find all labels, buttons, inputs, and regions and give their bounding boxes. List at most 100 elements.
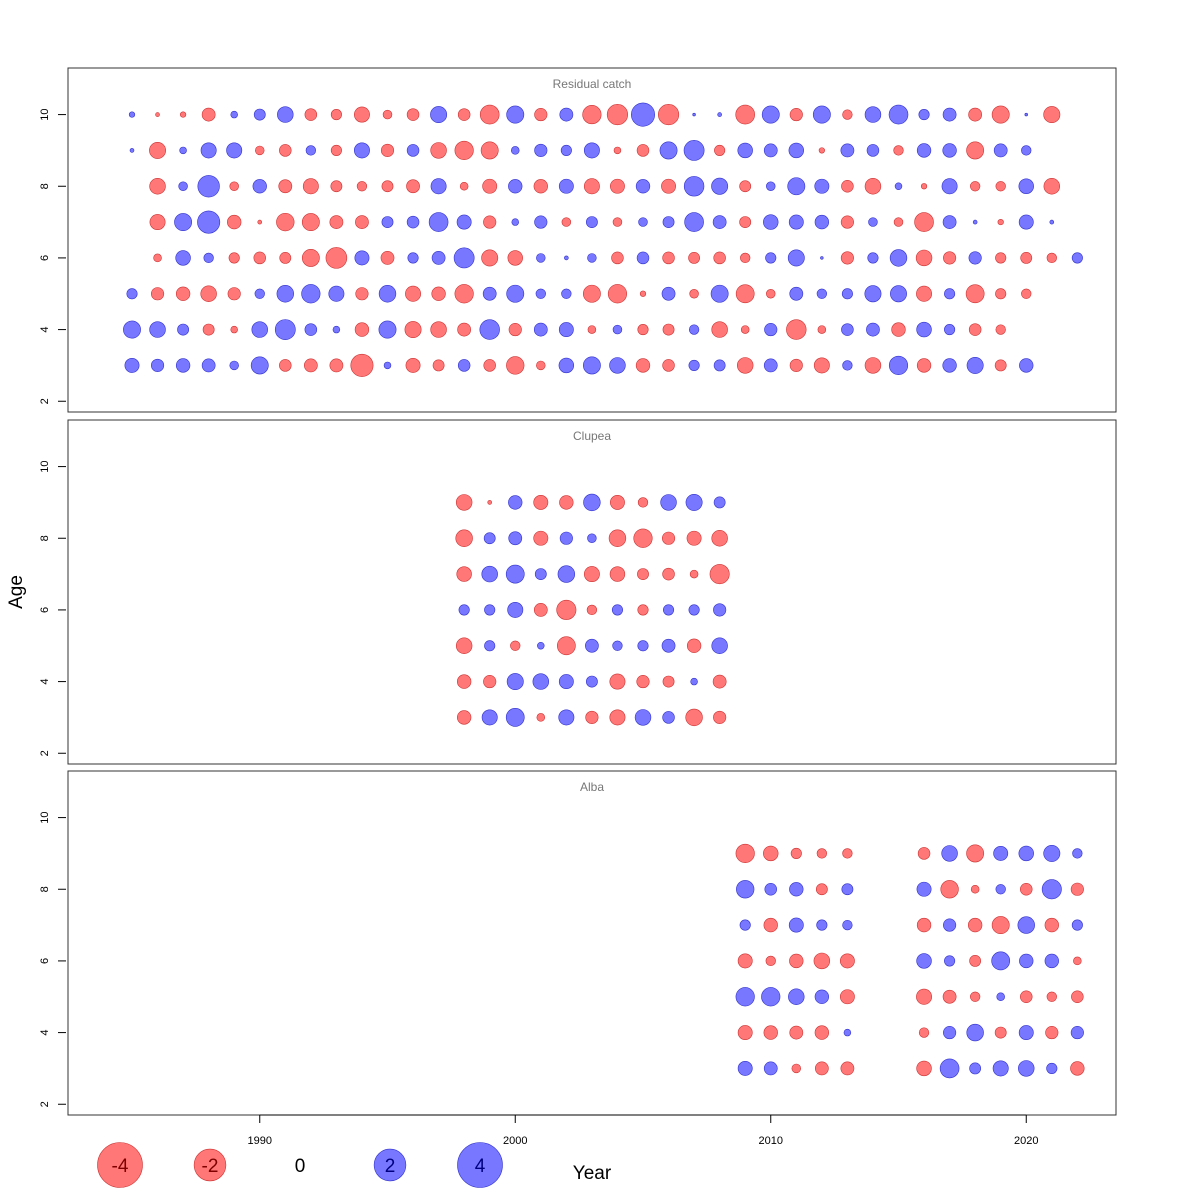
- legend-item: -4: [97, 1142, 143, 1188]
- residual-bubble: [537, 642, 545, 650]
- residual-bubble: [814, 214, 829, 230]
- residual-bubble: [941, 845, 958, 862]
- residual-bubble: [916, 285, 932, 302]
- residual-bubble: [304, 323, 318, 336]
- residual-bubble: [814, 178, 830, 194]
- residual-bubble: [763, 1061, 778, 1076]
- residual-bubble: [888, 355, 909, 375]
- residual-bubble: [764, 883, 777, 896]
- residual-bubble: [637, 640, 649, 652]
- residual-bubble: [123, 320, 141, 339]
- residual-bubble: [994, 1026, 1007, 1039]
- residual-bubble: [864, 285, 882, 303]
- residual-bubble: [841, 180, 854, 193]
- residual-bubble: [914, 212, 934, 232]
- residual-bubble: [736, 357, 754, 374]
- residual-bubble: [816, 288, 827, 299]
- residual-bubble: [533, 530, 549, 546]
- residual-bubble: [636, 675, 650, 689]
- residual-bubble: [740, 325, 750, 334]
- residual-bubble: [713, 496, 726, 509]
- residual-bubble: [505, 708, 525, 727]
- residual-bubble: [178, 181, 188, 191]
- residual-bubble: [991, 105, 1010, 124]
- residual-bubble: [1043, 178, 1061, 195]
- residual-bubble: [330, 109, 342, 121]
- residual-bubble: [612, 324, 623, 335]
- residual-bubble: [455, 637, 473, 654]
- residual-bubble: [1070, 882, 1084, 896]
- residual-bubble: [406, 179, 420, 194]
- residual-bubble: [789, 108, 803, 122]
- residual-bubble: [534, 143, 548, 157]
- y-axis-title: Age: [6, 575, 27, 609]
- residual-bubble: [378, 320, 397, 339]
- legend-bubble: [193, 1148, 227, 1182]
- residual-bubble: [534, 568, 547, 580]
- residual-bubble: [942, 107, 957, 122]
- residual-bubble: [713, 710, 727, 724]
- residual-bubble: [354, 142, 370, 159]
- residual-bubble: [841, 883, 854, 896]
- residual-bubble: [1018, 845, 1034, 862]
- residual-bubble: [1044, 953, 1059, 969]
- residual-bubble: [995, 252, 1007, 264]
- residual-bubble: [200, 285, 217, 302]
- residual-bubble: [484, 604, 496, 616]
- residual-bubble: [840, 1061, 855, 1076]
- residual-bubble: [355, 215, 369, 229]
- residual-bubble: [228, 252, 240, 264]
- residual-bubble: [991, 951, 1011, 971]
- residual-bubble: [662, 711, 675, 724]
- residual-bubble: [382, 109, 393, 120]
- residual-bubble: [609, 566, 626, 582]
- residual-bubble: [405, 357, 421, 373]
- residual-bubble: [587, 533, 597, 543]
- residual-bubble: [969, 1062, 982, 1075]
- residual-bubble: [250, 356, 269, 375]
- residual-bubble: [657, 104, 680, 126]
- residual-bubble: [737, 1025, 753, 1041]
- residual-bubble: [714, 144, 726, 156]
- residual-bubble: [174, 213, 193, 232]
- legend-item: 0: [295, 1156, 306, 1177]
- residual-bubble: [536, 713, 546, 722]
- residual-bubble: [966, 356, 984, 374]
- residual-bubble: [812, 105, 831, 124]
- residual-bubble: [662, 216, 675, 228]
- residual-bubble: [739, 919, 751, 931]
- residual-bubble: [1024, 112, 1028, 117]
- residual-bubble: [943, 1026, 957, 1040]
- residual-bubble: [534, 108, 548, 122]
- residual-bubble: [453, 247, 475, 269]
- residual-bubble: [916, 917, 932, 933]
- residual-bubble: [1045, 1026, 1059, 1040]
- residual-bubble: [841, 323, 854, 336]
- residual-bubble: [454, 284, 474, 304]
- residual-bubble: [1046, 252, 1057, 264]
- residual-bubble: [1017, 916, 1035, 934]
- residual-bubble: [1071, 990, 1084, 1003]
- x-axis: 1990 2000 2010 2020: [248, 1114, 1038, 1147]
- panel-title: Residual catch: [553, 77, 632, 91]
- residual-bubble: [155, 112, 160, 117]
- panel-1: Residual catch 2 4 6 8 10: [39, 67, 1117, 413]
- residual-bubble: [533, 603, 548, 617]
- residual-bubble: [970, 181, 981, 192]
- residual-bubble: [483, 215, 497, 229]
- residual-bubble: [894, 182, 903, 190]
- residual-bubble: [455, 529, 473, 547]
- y-tick-label: 4: [39, 1030, 51, 1036]
- residual-bubble: [659, 141, 678, 160]
- residual-bubble: [943, 918, 957, 932]
- residual-bubble: [916, 988, 932, 1005]
- residual-bubble: [890, 285, 907, 303]
- residual-bubble: [1018, 1025, 1034, 1041]
- residual-bubble: [277, 106, 294, 123]
- residual-bubble: [454, 140, 474, 160]
- residual-bubble: [637, 324, 649, 336]
- panel-title: Alba: [580, 780, 604, 794]
- residual-bubble: [965, 284, 985, 304]
- residual-bubble: [1049, 219, 1055, 225]
- residual-bubble: [840, 215, 854, 229]
